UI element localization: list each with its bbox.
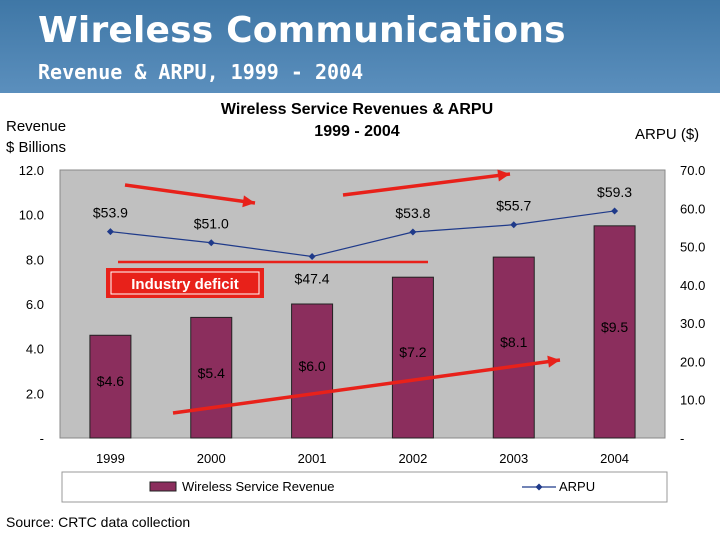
x-tick-label: 2000 xyxy=(197,451,226,466)
arrow-arpu-rise-head xyxy=(497,169,510,182)
y-axis-label-line2: $ Billions xyxy=(6,139,66,156)
legend-swatch-arpu-marker xyxy=(535,483,543,491)
arpu-point xyxy=(106,228,114,236)
arpu-point xyxy=(409,228,417,236)
y-tick-label: 6.0 xyxy=(26,297,44,312)
x-tick-label: 2001 xyxy=(298,451,327,466)
slide-subtitle: Revenue & ARPU, 1999 - 2004 xyxy=(38,60,364,84)
y-tick-label: - xyxy=(40,431,44,446)
arpu-point xyxy=(308,253,316,261)
bar xyxy=(593,225,636,439)
x-tick-label: 1999 xyxy=(96,451,125,466)
bar xyxy=(89,334,132,439)
arpu-point xyxy=(510,221,518,229)
deficit-label-border xyxy=(110,271,260,295)
slide-title: Wireless Communications xyxy=(38,10,566,51)
plot-area xyxy=(59,169,666,439)
y-tick-label: 12.0 xyxy=(19,163,44,178)
legend-label-arpu: ARPU xyxy=(559,479,595,494)
legend-label-revenue: Wireless Service Revenue xyxy=(182,479,334,494)
arpu-value-label: $53.8 xyxy=(395,205,430,221)
arpu-point xyxy=(611,207,619,215)
y-axis-label-line1: Revenue xyxy=(6,118,66,135)
bar-value-label: $8.1 xyxy=(500,334,527,350)
source-note: Source: CRTC data collection xyxy=(6,514,191,530)
y2-tick-label: 60.0 xyxy=(680,201,705,216)
bar xyxy=(492,256,535,439)
chart-subtitle: 1999 - 2004 xyxy=(314,123,400,140)
x-tick-label: 2003 xyxy=(499,451,528,466)
y2-tick-label: 30.0 xyxy=(680,316,705,331)
deficit-label-box xyxy=(106,268,264,298)
legend-swatch-revenue xyxy=(149,481,177,492)
bar-value-label: $7.2 xyxy=(399,344,426,360)
arpu-value-label: $51.0 xyxy=(194,216,229,232)
y-tick-label: 10.0 xyxy=(19,208,44,223)
arrow-revenue-rise-head xyxy=(547,355,560,368)
x-tick-label: 2004 xyxy=(600,451,629,466)
arpu-line xyxy=(110,210,615,258)
y2-tick-label: 10.0 xyxy=(680,393,705,408)
bar-value-label: $5.4 xyxy=(198,365,225,381)
bar xyxy=(391,276,434,439)
arrow-arpu-rise-shaft xyxy=(342,172,511,197)
chart-title: Wireless Service Revenues & ARPU xyxy=(221,101,493,118)
y-tick-label: 8.0 xyxy=(26,252,44,267)
arrow-arpu-decline-head xyxy=(242,195,255,208)
deficit-label: Industry deficit xyxy=(131,276,239,293)
y2-tick-label: - xyxy=(680,431,684,446)
arpu-value-label: $55.7 xyxy=(496,198,531,214)
y2-tick-label: 70.0 xyxy=(680,163,705,178)
chart: Wireless Service Revenues & ARPU 1999 - 2… xyxy=(6,101,705,503)
arpu-value-label: $59.3 xyxy=(597,184,632,200)
bar-value-label: $4.6 xyxy=(97,373,124,389)
y2-axis-label: ARPU ($) xyxy=(635,126,699,143)
y-tick-label: 2.0 xyxy=(26,386,44,401)
arrow-arpu-decline-shaft xyxy=(124,183,256,205)
x-tick-label: 2002 xyxy=(398,451,427,466)
arrow-revenue-rise-shaft xyxy=(172,358,561,415)
arpu-point xyxy=(207,239,215,247)
bar-value-label: $6.0 xyxy=(298,358,325,374)
bar xyxy=(190,316,233,439)
y2-tick-label: 20.0 xyxy=(680,354,705,369)
arpu-value-label: $47.4 xyxy=(295,271,330,287)
y2-tick-label: 50.0 xyxy=(680,240,705,255)
bar xyxy=(291,303,334,439)
bar-value-label: $9.5 xyxy=(601,319,628,335)
y-tick-label: 4.0 xyxy=(26,342,44,357)
slide-header: Wireless Communications Revenue & ARPU, … xyxy=(0,0,720,93)
arpu-value-label: $53.9 xyxy=(93,205,128,221)
y2-tick-label: 40.0 xyxy=(680,278,705,293)
